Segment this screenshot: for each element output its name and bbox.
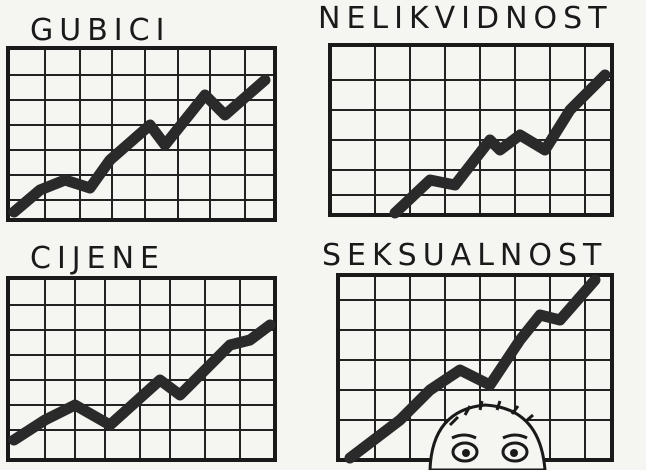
chart-frame (330, 45, 612, 215)
cartoon: GUBICI NELIKVIDNOST CIJENE SEKSUALNOST (0, 0, 646, 470)
trend-line (14, 325, 270, 440)
grid (10, 280, 273, 458)
panel-title: NELIKVIDNOST (318, 1, 613, 36)
face (430, 401, 545, 470)
page: {"panels": [{"title": "GUBICI"}, {"title… (0, 0, 646, 470)
panel-title: GUBICI (30, 13, 170, 48)
panel-title: CIJENE (30, 241, 165, 276)
grid (332, 47, 610, 213)
panel-title: SEKSUALNOST (322, 238, 607, 273)
trend-line (395, 75, 605, 213)
